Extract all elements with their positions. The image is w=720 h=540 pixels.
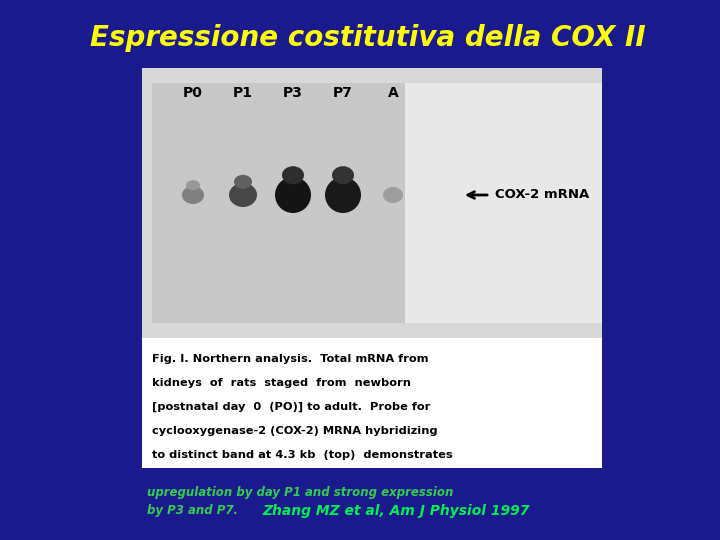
Text: kidneys  of  rats  staged  from  newborn: kidneys of rats staged from newborn (152, 378, 411, 388)
Ellipse shape (282, 166, 304, 184)
Text: Zhang MZ et al, Am J Physiol 1997: Zhang MZ et al, Am J Physiol 1997 (262, 504, 529, 518)
Ellipse shape (325, 177, 361, 213)
Ellipse shape (275, 177, 311, 213)
Text: [postnatal day  0  (PO)] to adult.  Probe for: [postnatal day 0 (PO)] to adult. Probe f… (152, 402, 431, 412)
Text: by P3 and P7.: by P3 and P7. (147, 504, 238, 517)
Text: P1: P1 (233, 86, 253, 100)
Bar (152, 83, 405, 323)
Text: Espressione costitutiva della COX II: Espressione costitutiva della COX II (90, 24, 646, 52)
Ellipse shape (229, 183, 257, 207)
Ellipse shape (383, 187, 403, 203)
Ellipse shape (182, 186, 204, 204)
Text: Fig. I. Northern analysis.  Total mRNA from: Fig. I. Northern analysis. Total mRNA fr… (152, 354, 428, 364)
Text: A: A (387, 86, 398, 100)
Bar (405, 83, 602, 323)
Text: P7: P7 (333, 86, 353, 100)
Text: COX-2 mRNA: COX-2 mRNA (495, 188, 589, 201)
Ellipse shape (332, 166, 354, 184)
Text: P3: P3 (283, 86, 303, 100)
Text: P0: P0 (183, 86, 203, 100)
Bar (142, 68, 602, 338)
Ellipse shape (186, 180, 200, 190)
Text: cyclooxygenase-2 (COX-2) MRNA hybridizing: cyclooxygenase-2 (COX-2) MRNA hybridizin… (152, 426, 438, 436)
Ellipse shape (234, 175, 252, 189)
Text: to distinct band at 4.3 kb  (top)  demonstrates: to distinct band at 4.3 kb (top) demonst… (152, 450, 453, 460)
Text: upregulation by day P1 and strong expression: upregulation by day P1 and strong expres… (147, 486, 454, 499)
Bar (142, 68, 602, 468)
